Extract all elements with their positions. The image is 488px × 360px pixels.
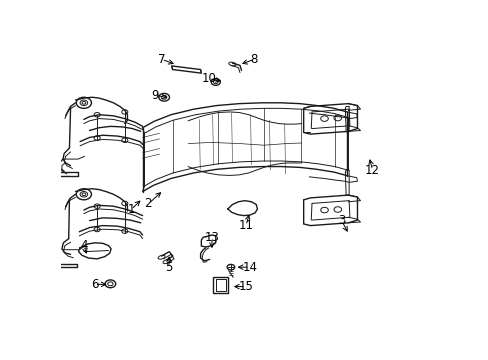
Text: 2: 2 [144, 198, 152, 211]
Text: 1: 1 [127, 203, 135, 216]
Text: 5: 5 [165, 261, 172, 274]
Bar [213, 278, 227, 293]
Bar [215, 279, 225, 291]
Text: 7: 7 [158, 53, 165, 66]
Text: 15: 15 [238, 280, 253, 293]
Text: 9: 9 [151, 89, 159, 102]
Text: 3: 3 [337, 214, 345, 227]
Text: 13: 13 [204, 231, 219, 244]
Text: 11: 11 [238, 219, 253, 232]
Text: 8: 8 [250, 53, 258, 66]
Text: 12: 12 [365, 164, 379, 177]
Text: 10: 10 [201, 72, 216, 85]
Text: 6: 6 [91, 278, 98, 291]
Text: 4: 4 [80, 239, 87, 252]
Text: 14: 14 [242, 261, 257, 274]
